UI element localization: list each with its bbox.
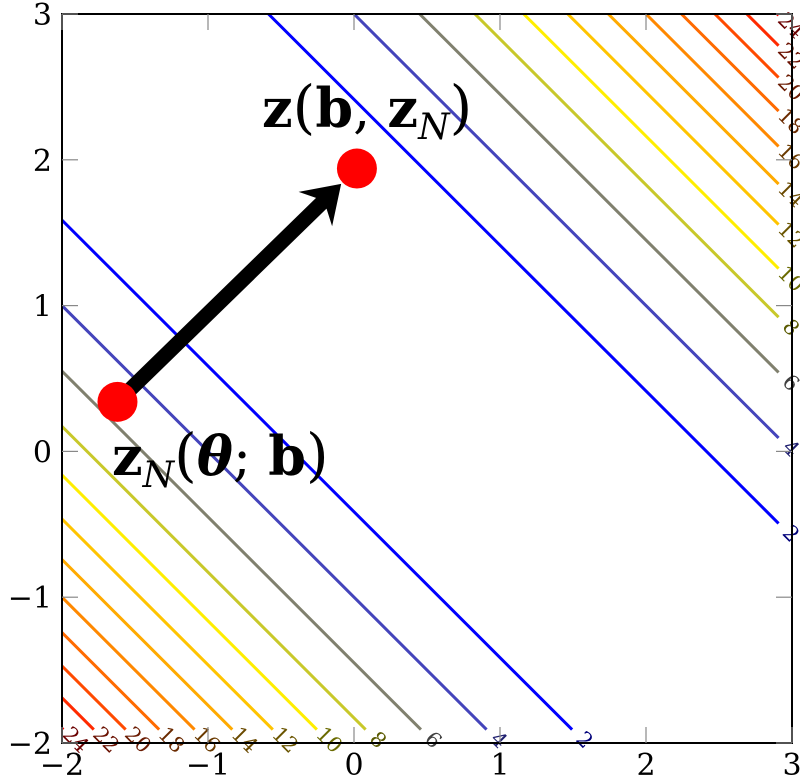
axes-frame: [61, 13, 793, 744]
x-tick-label: 2: [636, 748, 655, 783]
contour-label-2: 2: [778, 520, 800, 546]
contour-line-16: [62, 596, 196, 731]
ann-main: z: [262, 76, 293, 140]
ann-close: ): [305, 421, 329, 489]
contour-line-8: [473, 14, 780, 319]
x-tick-label: −1: [186, 748, 230, 783]
y-tick-label: −1: [8, 581, 52, 616]
ann-sep: ,: [353, 77, 388, 140]
contour-line-4: [352, 14, 780, 440]
contour-line-12: [566, 14, 780, 226]
contour-label-4: 4: [778, 435, 800, 461]
arrow-shaft: [112, 193, 331, 408]
contour-line-6: [418, 14, 780, 374]
contour-label-14: 14: [227, 722, 263, 758]
ann-open: (: [292, 73, 316, 141]
ann-arg1: θ: [196, 424, 233, 488]
markers: [97, 148, 377, 422]
ann-arg1: b: [315, 76, 354, 140]
y-tick-label: −2: [8, 727, 52, 762]
ann-arg2: z: [387, 76, 419, 140]
ann-sep: ;: [232, 425, 269, 488]
contour-label-8: 8: [365, 727, 391, 753]
contour-line-6: [62, 370, 423, 731]
x-tick-label: 0: [344, 748, 363, 783]
ann-sub: N: [418, 107, 450, 148]
contour-label-2: 2: [571, 727, 597, 753]
arrow-head: [298, 183, 342, 227]
contour-line-20: [62, 664, 127, 731]
y-tick-label: 1: [33, 290, 52, 325]
contour-line-18: [680, 14, 780, 113]
contour-line-2: [267, 14, 780, 525]
contour-label-20: 20: [120, 722, 156, 758]
y-tick-label: 2: [33, 144, 52, 179]
y-tick-label: 3: [33, 0, 52, 33]
contour-label-6: 6: [778, 370, 800, 396]
ann-main: z: [112, 424, 143, 488]
annotation-target: z(b, zN): [262, 78, 472, 146]
contour-line-20: [713, 14, 780, 79]
ann-arg2: b: [268, 424, 306, 488]
contour-label-18: 18: [154, 722, 190, 758]
contour-label-12: 12: [267, 722, 303, 758]
point-start: [97, 381, 138, 422]
contour-line-18: [62, 631, 161, 731]
contour-line-14: [607, 14, 780, 186]
annotation-source: zN(θ; b): [112, 426, 329, 494]
y-tick-label: 0: [33, 435, 52, 470]
contour-label-10: 10: [311, 722, 347, 758]
x-tick-label: 1: [490, 748, 509, 783]
contour-line-22: [745, 14, 780, 47]
contour-line-2: [62, 219, 574, 731]
x-tick-label: 3: [782, 748, 800, 783]
contour-line-12: [62, 518, 274, 731]
contour-line-14: [62, 558, 234, 731]
contour-lines: [62, 14, 780, 731]
contour-label-8: 8: [778, 314, 800, 340]
contour-line-16: [644, 14, 780, 148]
contour-line-8: [62, 425, 367, 731]
x-tick-label: −2: [40, 748, 84, 783]
contour-line-10: [522, 14, 780, 270]
contour-line-10: [62, 473, 318, 731]
ann-sub: N: [142, 455, 175, 496]
ann-open: (: [174, 421, 197, 489]
contour-line-4: [62, 304, 488, 731]
point-end: [336, 148, 377, 189]
contour-label-6: 6: [420, 727, 446, 753]
contour-line-22: [62, 696, 95, 731]
ann-close: ): [449, 73, 473, 141]
